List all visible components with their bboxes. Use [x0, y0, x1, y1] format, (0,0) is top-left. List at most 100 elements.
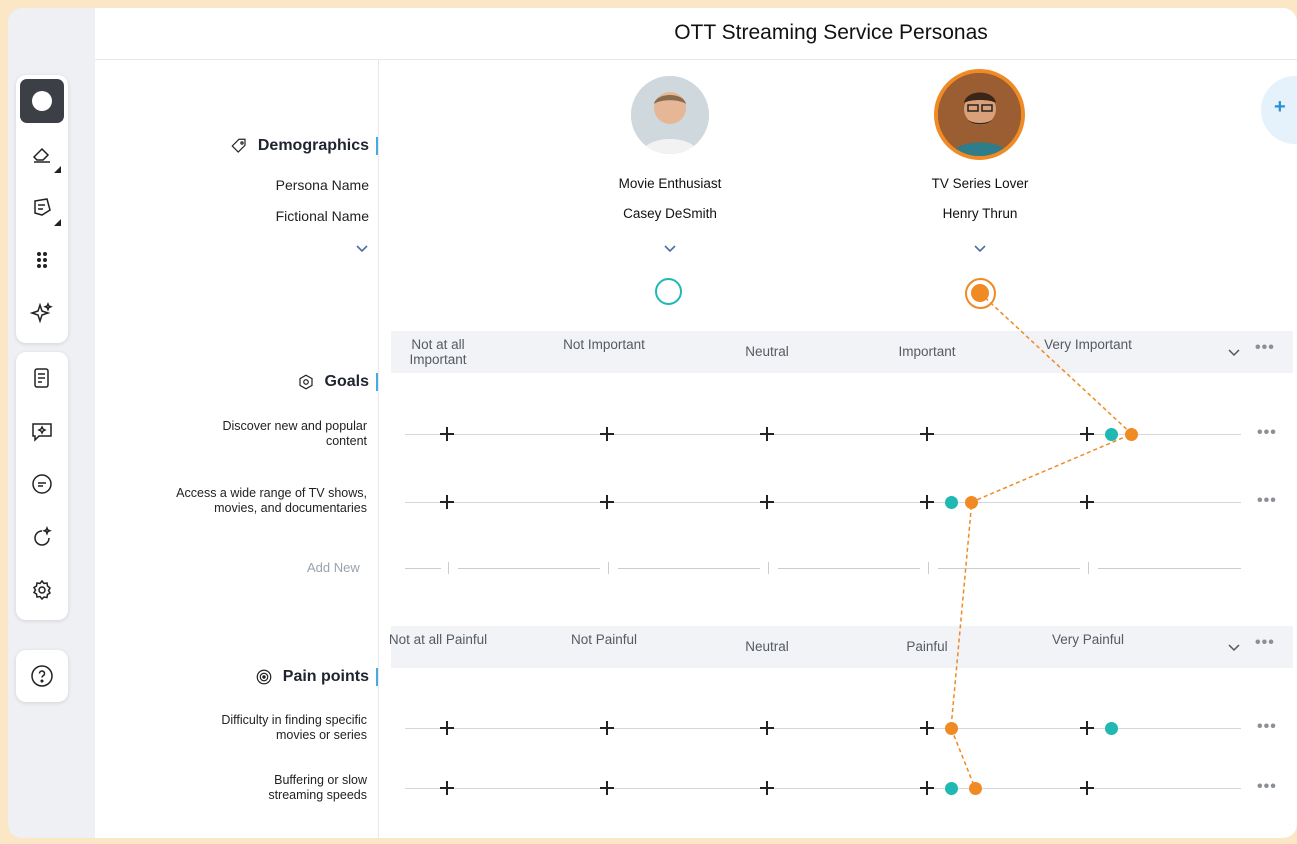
tool-palette — [16, 75, 68, 343]
dot-henry[interactable] — [944, 721, 958, 735]
app-frame: OTT Streaming Service Personas Demograph… — [8, 8, 1297, 838]
rating-slot[interactable] — [440, 781, 454, 795]
note-add-icon[interactable] — [20, 356, 64, 400]
row-more-icon[interactable]: ••• — [1257, 492, 1277, 509]
scale-label: Not Painful — [570, 632, 638, 647]
rating-track — [405, 502, 1241, 503]
more-options-icon[interactable]: ••• — [1255, 339, 1275, 356]
rating-slot[interactable] — [920, 721, 934, 735]
dot-casey[interactable] — [944, 495, 958, 509]
rating-slot[interactable] — [920, 495, 934, 509]
page-title: OTT Streaming Service Personas — [674, 21, 988, 44]
record-icon[interactable] — [20, 79, 64, 123]
section-marker — [376, 373, 378, 391]
tick — [768, 562, 769, 574]
goals-heading: Goals — [297, 373, 369, 391]
rating-slot[interactable] — [760, 781, 774, 795]
rating-slot[interactable] — [920, 781, 934, 795]
eraser-icon[interactable] — [20, 132, 64, 176]
dot-casey[interactable] — [944, 781, 958, 795]
rating-track — [405, 434, 1241, 435]
rating-slot[interactable] — [440, 495, 454, 509]
rating-slot[interactable] — [920, 427, 934, 441]
persona-board: OTT Streaming Service Personas Demograph… — [95, 8, 1297, 838]
goal-label[interactable]: Access a wide range of TV shows, movies,… — [176, 486, 367, 515]
target-icon — [256, 669, 272, 685]
pain-label[interactable]: Buffering or slow streaming speeds — [268, 773, 367, 802]
rating-slot[interactable] — [1080, 495, 1094, 509]
row-more-icon[interactable]: ••• — [1257, 718, 1277, 735]
rating-track — [405, 788, 1241, 789]
sticky-note-icon[interactable] — [20, 185, 64, 229]
comment-ai-icon[interactable] — [20, 409, 64, 453]
scale-label: Neutral — [745, 344, 789, 359]
persona-casey: Movie Enthusiast Casey DeSmith — [570, 176, 770, 221]
fictional-name[interactable]: Henry Thrun — [942, 206, 1018, 221]
tick — [938, 568, 1080, 569]
rating-slot[interactable] — [600, 495, 614, 509]
demographics-heading: Demographics — [230, 137, 369, 155]
scale-label: Neutral — [745, 639, 789, 654]
tick — [458, 568, 600, 569]
persona-name[interactable]: Movie Enthusiast — [618, 176, 722, 191]
settings-icon[interactable] — [20, 568, 64, 612]
persona-name-label: Persona Name — [275, 177, 369, 193]
chevron-down-icon[interactable] — [1227, 642, 1241, 652]
dot-henry[interactable] — [965, 495, 979, 509]
pain-scale-header: Not at all Painful Not Painful Neutral P… — [389, 626, 1293, 668]
chat-icon[interactable] — [20, 462, 64, 506]
chevron-down-icon[interactable] — [355, 243, 369, 253]
pain-points-heading: Pain points — [255, 668, 369, 686]
persona-marker-henry[interactable] — [965, 278, 996, 309]
ai-refresh-icon[interactable] — [20, 515, 64, 559]
rating-slot[interactable] — [760, 495, 774, 509]
rating-slot[interactable] — [760, 721, 774, 735]
more-options-icon[interactable]: ••• — [1255, 634, 1275, 651]
grid-dots-icon[interactable] — [20, 238, 64, 282]
dot-henry[interactable] — [1125, 427, 1139, 441]
rating-slot[interactable] — [600, 427, 614, 441]
rating-slot[interactable] — [600, 781, 614, 795]
help-icon[interactable] — [20, 654, 64, 698]
sparkle-icon[interactable] — [20, 291, 64, 335]
add-persona-button[interactable]: + — [1261, 76, 1297, 144]
fictional-name-label: Fictional Name — [275, 208, 369, 224]
chevron-down-icon[interactable] — [973, 243, 987, 253]
row-more-icon[interactable]: ••• — [1257, 424, 1277, 441]
persona-name[interactable]: TV Series Lover — [931, 176, 1029, 191]
rating-slot[interactable] — [1080, 427, 1094, 441]
rating-slot[interactable] — [440, 427, 454, 441]
rating-slot[interactable] — [600, 721, 614, 735]
persona-henry: TV Series Lover Henry Thrun — [880, 176, 1080, 221]
avatar-casey[interactable] — [631, 76, 709, 154]
chevron-down-icon[interactable] — [1227, 347, 1241, 357]
rating-slot[interactable] — [1080, 781, 1094, 795]
dot-henry[interactable] — [968, 781, 982, 795]
tick — [928, 562, 929, 574]
rating-slot[interactable] — [1080, 721, 1094, 735]
placeholder-row — [405, 568, 441, 569]
plus-icon: + — [1274, 96, 1286, 118]
scale-label: Painful — [906, 639, 948, 654]
pain-points-title: Pain points — [282, 668, 369, 685]
fictional-name[interactable]: Casey DeSmith — [623, 206, 717, 221]
row-more-icon[interactable]: ••• — [1257, 778, 1277, 795]
persona-marker-casey[interactable] — [655, 278, 682, 305]
tag-icon — [231, 138, 246, 153]
goal-label[interactable]: Discover new and popular content — [222, 419, 367, 448]
avatar-henry[interactable] — [934, 69, 1025, 160]
title-bar: OTT Streaming Service Personas — [95, 8, 1297, 60]
chevron-down-icon[interactable] — [663, 243, 677, 253]
dot-casey[interactable] — [1104, 721, 1118, 735]
section-marker — [376, 137, 378, 155]
scale-label: Important — [898, 344, 956, 359]
target-hex-icon — [298, 374, 313, 390]
tick — [1098, 568, 1241, 569]
pain-label[interactable]: Difficulty in finding specific movies or… — [221, 713, 367, 742]
add-new-goal[interactable]: Add New — [307, 560, 360, 575]
rating-slot[interactable] — [440, 721, 454, 735]
dot-casey[interactable] — [1104, 427, 1118, 441]
rating-track — [405, 728, 1241, 729]
section-marker — [376, 668, 378, 686]
rating-slot[interactable] — [760, 427, 774, 441]
